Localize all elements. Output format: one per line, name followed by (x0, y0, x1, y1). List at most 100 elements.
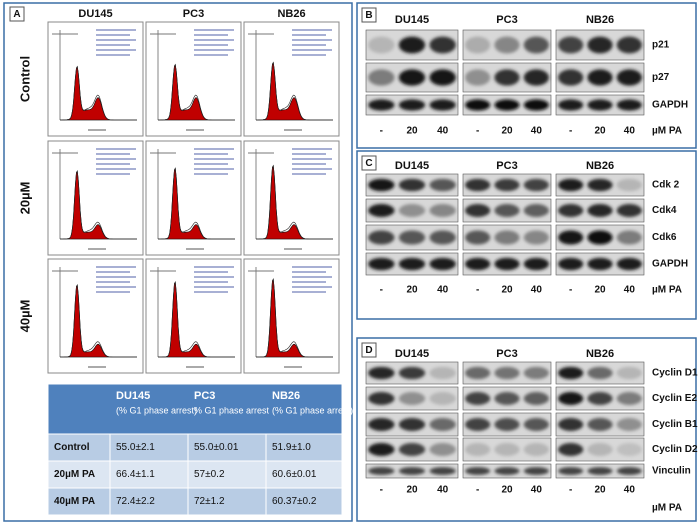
table-cell-bg (187, 460, 267, 489)
table-cell: 51.9±1.0 (272, 442, 311, 453)
protein-label: GAPDH (652, 100, 688, 111)
band (494, 230, 520, 245)
band (398, 418, 426, 431)
band (465, 69, 491, 86)
band (465, 366, 491, 380)
band (368, 467, 395, 475)
band (616, 392, 642, 405)
band (587, 392, 613, 405)
table-cell-bg (47, 433, 111, 462)
band (616, 36, 642, 54)
band (368, 366, 395, 380)
band (523, 204, 549, 217)
band (558, 230, 584, 245)
table-cell-bg (47, 487, 111, 516)
panel-label-box (361, 342, 377, 358)
band (429, 257, 456, 271)
band (494, 392, 520, 405)
panel-b-frame (356, 2, 697, 149)
lane-label: - (476, 126, 479, 137)
band (398, 99, 426, 111)
fit-curve (256, 164, 333, 240)
band (616, 467, 642, 475)
lane-label: - (569, 485, 572, 496)
band (429, 204, 456, 217)
lane-label: 40 (437, 485, 449, 496)
band (465, 99, 491, 111)
table-header-bg (47, 383, 343, 435)
table-cell-bg (265, 487, 343, 516)
lane-label: 40 (531, 285, 543, 296)
band (616, 69, 642, 86)
band (429, 36, 456, 54)
band (398, 467, 426, 475)
band (558, 418, 584, 431)
table-cell-bg (187, 487, 267, 516)
table-header: DU145 (116, 390, 150, 402)
fit-curve (158, 63, 235, 121)
cell-line-header: NB26 (586, 14, 614, 26)
band (494, 36, 520, 54)
panel-label-box (361, 7, 377, 23)
unit-label: µM PA (652, 126, 682, 137)
band (429, 99, 456, 111)
band (587, 418, 613, 431)
band (616, 204, 642, 217)
band (398, 230, 426, 245)
table-header-sub: (% G1 phase arrest) (116, 405, 197, 415)
panel-label: A (13, 9, 20, 20)
column-header: DU145 (78, 8, 112, 20)
band (523, 99, 549, 111)
lane-label: 40 (437, 126, 449, 137)
band (429, 178, 456, 192)
fit-curve (60, 65, 137, 121)
band (523, 69, 549, 86)
band (523, 443, 549, 456)
table-header-sub: % G1 phase arrest (194, 405, 270, 415)
lane-label: 40 (437, 285, 449, 296)
band (523, 230, 549, 245)
band (494, 443, 520, 456)
band (587, 443, 613, 456)
lane-label: - (380, 126, 383, 137)
band (368, 257, 395, 271)
band (465, 392, 491, 405)
band (523, 257, 549, 271)
band (558, 204, 584, 217)
band (398, 443, 426, 456)
band (368, 69, 395, 86)
fit-curve (158, 281, 235, 358)
table-cell: Control (54, 442, 90, 453)
band (558, 366, 584, 380)
protein-label: Cyclin B1 (652, 419, 698, 430)
band (398, 366, 426, 380)
protein-label: p21 (652, 40, 670, 51)
panel-d-frame (356, 337, 697, 522)
lane-label: - (476, 485, 479, 496)
band (398, 69, 426, 86)
band (368, 36, 395, 54)
band (587, 257, 613, 271)
table-cell: 40µM PA (54, 496, 95, 507)
band (558, 99, 584, 111)
protein-label: Cdk4 (652, 205, 677, 216)
table-cell: 55.0±0.01 (194, 442, 239, 453)
band (398, 257, 426, 271)
band (368, 230, 395, 245)
column-header: PC3 (183, 8, 204, 20)
panel-label: C (365, 158, 372, 169)
lane-label: 40 (624, 126, 636, 137)
band (398, 392, 426, 405)
band (465, 443, 491, 456)
band (587, 204, 613, 217)
table-cell-bg (109, 460, 189, 489)
protein-label: Cyclin E2 (652, 393, 697, 404)
panel-label-box (361, 155, 377, 171)
band (465, 230, 491, 245)
band (616, 257, 642, 271)
lane-label: - (380, 285, 383, 296)
table-header: NB26 (272, 390, 300, 402)
protein-label: Cyclin D2 (652, 444, 698, 455)
lane-label: - (569, 285, 572, 296)
